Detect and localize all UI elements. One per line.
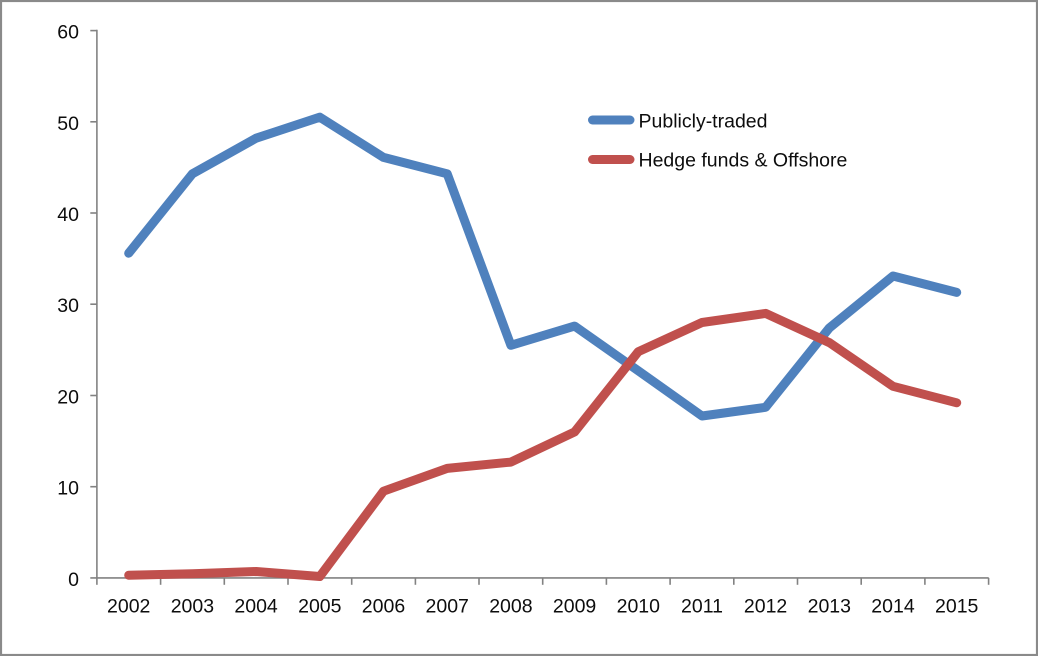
- svg-text:10: 10: [57, 478, 79, 500]
- svg-text:50: 50: [57, 113, 79, 135]
- svg-text:30: 30: [57, 295, 79, 317]
- svg-text:2012: 2012: [744, 596, 787, 618]
- svg-text:40: 40: [57, 204, 79, 226]
- svg-text:2007: 2007: [426, 596, 469, 618]
- svg-text:2011: 2011: [681, 596, 723, 618]
- svg-text:60: 60: [57, 22, 79, 44]
- svg-text:Publicly-traded: Publicly-traded: [639, 111, 768, 133]
- svg-text:20: 20: [57, 387, 79, 409]
- svg-text:2015: 2015: [935, 596, 979, 618]
- svg-text:2004: 2004: [234, 596, 278, 618]
- svg-text:2005: 2005: [298, 596, 342, 618]
- svg-text:2002: 2002: [107, 596, 150, 618]
- svg-text:2008: 2008: [489, 596, 532, 618]
- svg-text:2010: 2010: [617, 596, 661, 618]
- svg-text:2014: 2014: [871, 596, 915, 618]
- svg-text:2009: 2009: [553, 596, 596, 618]
- svg-text:2013: 2013: [808, 596, 851, 618]
- svg-text:Hedge funds & Offshore: Hedge funds & Offshore: [639, 150, 848, 172]
- svg-text:2003: 2003: [171, 596, 214, 618]
- svg-text:2006: 2006: [362, 596, 405, 618]
- svg-text:0: 0: [68, 569, 79, 591]
